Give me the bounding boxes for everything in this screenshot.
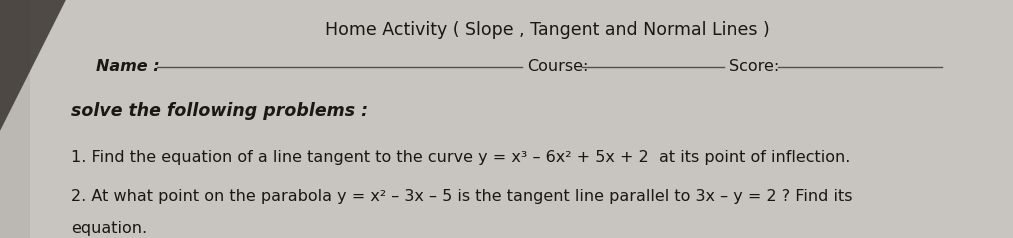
Polygon shape: [0, 0, 66, 131]
Text: Home Activity ( Slope , Tangent and Normal Lines ): Home Activity ( Slope , Tangent and Norm…: [324, 21, 770, 40]
Text: equation.: equation.: [71, 221, 147, 236]
Text: 1. Find the equation of a line tangent to the curve y = x³ – 6x² + 5x + 2  at it: 1. Find the equation of a line tangent t…: [71, 149, 850, 165]
Bar: [0, 0, 30, 238]
Text: Score:: Score:: [729, 59, 780, 74]
Text: solve the following problems :: solve the following problems :: [71, 102, 368, 120]
Text: Name :: Name :: [96, 59, 160, 74]
Text: 2. At what point on the parabola y = x² – 3x – 5 is the tangent line parallel to: 2. At what point on the parabola y = x² …: [71, 189, 852, 204]
Text: Course:: Course:: [527, 59, 589, 74]
